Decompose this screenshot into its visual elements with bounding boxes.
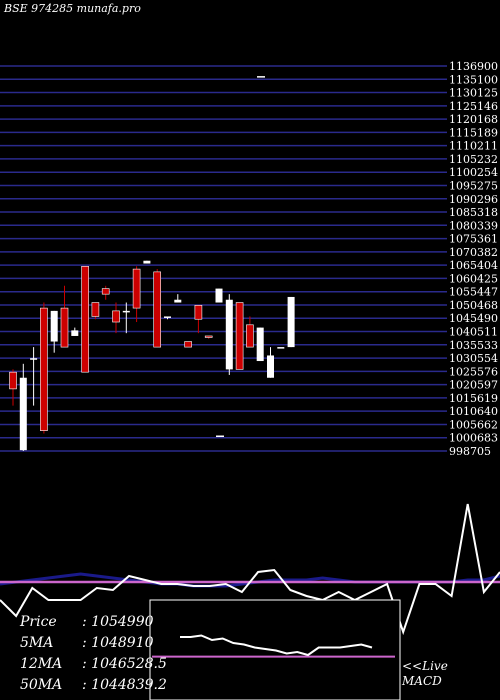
candle-body bbox=[112, 310, 120, 323]
y-tick-label: 1025576 bbox=[449, 365, 498, 378]
candle-body bbox=[174, 299, 182, 303]
candles bbox=[9, 76, 295, 451]
macd-label-line1: <<Live bbox=[402, 659, 448, 673]
candle-body bbox=[246, 324, 254, 348]
y-tick-label: 1105232 bbox=[449, 153, 498, 166]
candle-body bbox=[81, 266, 89, 373]
chart-title: BSE 974285 munafa.pro bbox=[4, 2, 141, 15]
ma5-row: 5MA : 1048910 bbox=[20, 633, 167, 654]
indicator-white-line bbox=[0, 503, 500, 636]
price-label: Price bbox=[20, 614, 57, 630]
y-tick-label: 1125146 bbox=[449, 100, 498, 113]
candle-body bbox=[287, 296, 295, 348]
y-tick-label: 1130125 bbox=[449, 87, 498, 100]
y-tick-label: 1070382 bbox=[449, 246, 498, 259]
y-tick-label: 1120168 bbox=[449, 113, 498, 126]
candle-body bbox=[215, 288, 223, 303]
ma12-row: 12MA : 1046528.5 bbox=[20, 654, 167, 675]
y-tick-label: 1100254 bbox=[449, 166, 498, 179]
y-tick-label: 1060425 bbox=[449, 272, 498, 285]
y-tick-label: 1075361 bbox=[449, 233, 498, 246]
ma50-value: 1044839.2 bbox=[91, 677, 167, 693]
y-tick-label: 1136900 bbox=[449, 60, 498, 73]
y-tick-label: 1035533 bbox=[449, 339, 498, 352]
candle-body bbox=[277, 347, 285, 349]
candle-body bbox=[101, 288, 110, 295]
y-tick-label: 1015619 bbox=[449, 392, 498, 405]
candle-body bbox=[143, 260, 151, 264]
y-tick-label: 1135100 bbox=[449, 73, 498, 86]
candle-body bbox=[153, 271, 161, 348]
candle-body bbox=[132, 268, 141, 309]
candle-body bbox=[50, 310, 58, 342]
candle-body bbox=[235, 302, 244, 370]
y-tick-label: 1005662 bbox=[449, 418, 498, 431]
candle-body bbox=[122, 310, 130, 313]
stats-box: Price : 1054990 5MA : 1048910 12MA : 104… bbox=[20, 612, 167, 696]
candle-body bbox=[19, 377, 27, 451]
y-tick-label: 1055447 bbox=[449, 286, 498, 299]
candle-body bbox=[40, 307, 48, 431]
y-tick-label: 1065404 bbox=[449, 259, 498, 272]
y-tick-label: 998705 bbox=[449, 445, 491, 458]
y-tick-label: 1030554 bbox=[449, 352, 498, 365]
y-axis-ticks: 1136900113510011301251125146112016811151… bbox=[449, 60, 498, 458]
y-tick-label: 1115189 bbox=[449, 126, 498, 139]
macd-label: <<Live MACD bbox=[402, 659, 448, 689]
ma12-label: 12MA bbox=[20, 656, 63, 672]
y-tick-label: 1000683 bbox=[449, 432, 498, 445]
y-tick-label: 1010640 bbox=[449, 405, 498, 418]
macd-white-line bbox=[180, 634, 373, 657]
y-tick-label: 1095275 bbox=[449, 179, 498, 192]
price-sep: : bbox=[82, 614, 87, 630]
price-row: Price : 1054990 bbox=[20, 612, 167, 633]
ma5-value: 1048910 bbox=[91, 635, 154, 651]
ma5-sep: : bbox=[82, 635, 87, 651]
macd-label-line2: MACD bbox=[402, 674, 442, 688]
ma12-value: 1046528.5 bbox=[91, 656, 167, 672]
candle-body bbox=[30, 358, 38, 360]
ma5-label: 5MA bbox=[20, 635, 54, 651]
candle-body bbox=[194, 305, 203, 320]
grid-lines bbox=[0, 65, 447, 452]
y-tick-label: 1085318 bbox=[449, 206, 498, 219]
indicator-panel bbox=[0, 503, 500, 636]
price-value: 1054990 bbox=[91, 614, 154, 630]
ma12-sep: : bbox=[82, 656, 87, 672]
candle-body bbox=[9, 371, 17, 390]
y-tick-label: 1080339 bbox=[449, 219, 498, 232]
y-tick-label: 1050468 bbox=[449, 299, 498, 312]
candle-body bbox=[225, 299, 233, 370]
candle-body bbox=[60, 307, 69, 348]
ma50-sep: : bbox=[82, 677, 87, 693]
ma50-label: 50MA bbox=[20, 677, 63, 693]
candle-body bbox=[91, 302, 100, 317]
y-tick-label: 1110211 bbox=[449, 140, 498, 153]
candle-body bbox=[164, 316, 171, 318]
macd-panel bbox=[149, 599, 401, 700]
candle-body bbox=[184, 341, 192, 348]
y-tick-label: 1040511 bbox=[449, 326, 498, 339]
y-tick-label: 1020597 bbox=[449, 379, 498, 392]
candle-body bbox=[204, 335, 213, 338]
ma50-row: 50MA : 1044839.2 bbox=[20, 675, 167, 696]
candle-body bbox=[71, 330, 79, 336]
candle-body bbox=[256, 327, 264, 362]
y-tick-label: 1045490 bbox=[449, 312, 498, 325]
candle-body bbox=[267, 355, 274, 378]
y-tick-label: 1090296 bbox=[449, 193, 498, 206]
